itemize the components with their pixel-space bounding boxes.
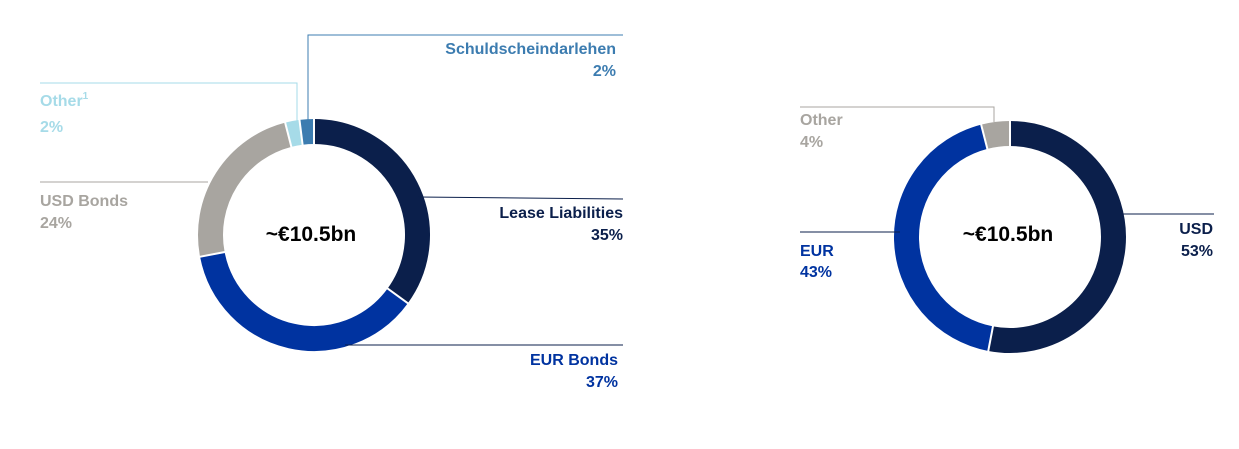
slice-label-other-name: Other [40,93,83,110]
slice-value-eur-bonds: 37% [586,374,618,391]
donut-slice-usd [988,121,1126,353]
leader-line-schuldschein [307,34,623,120]
slice-label-schuldscheindarlehen: Schuldscheindarlehen [445,41,616,58]
slice-separator [979,123,989,151]
donut-slice-lease-liabilities [313,119,430,304]
slice-separator [386,287,410,305]
donut-slices [198,118,430,351]
slice-value-lease-liabilities: 35% [591,227,623,244]
donut-slice-other [981,121,1011,149]
leader-line-other [40,82,298,121]
slice-label-eur-bonds: EUR Bonds [530,352,618,369]
donut-slice-other [285,119,303,147]
donut-slice-schuldscheindarlehen [299,119,315,145]
donut-center-label: ~€10.5bn [266,223,356,246]
slice-label-other: Other1 [40,91,89,110]
donut-slice-usd-bonds [198,122,292,257]
donut-slices [894,120,1126,353]
slice-separator [298,118,304,146]
slice-label-eur: EUR [800,243,834,260]
donut-center-label: ~€10.5bn [963,223,1053,246]
slice-label-lease-liabilities: Lease Liabilities [499,205,623,222]
donut-chart-instruments: ~€10.5bn Schuldscheindarlehen 2% Other1 … [40,34,624,391]
donut-slice-eur-bonds [200,251,408,351]
slice-value-other: 4% [800,134,823,151]
slice-separator [198,250,226,258]
slice-value-usd-bonds: 24% [40,215,72,232]
donut-chart-currencies: ~€10.5bn Other 4% USD 53% EUR 43% [800,106,1214,353]
leader-line-lease-liabilities [417,196,624,200]
slice-separator [283,121,293,149]
slice-value-schuldscheindarlehen: 2% [593,63,616,80]
slice-label-usd-bonds: USD Bonds [40,193,128,210]
slice-value-other: 2% [40,119,63,136]
slice-label-other: Other [800,112,843,129]
donut-slice-eur [894,124,994,351]
leader-line-other [800,106,995,122]
slice-value-usd: 53% [1181,243,1213,260]
slice-value-eur: 43% [800,264,832,281]
footnote-marker: 1 [83,91,89,102]
slice-separator [987,325,995,353]
slice-label-usd: USD [1179,221,1213,238]
